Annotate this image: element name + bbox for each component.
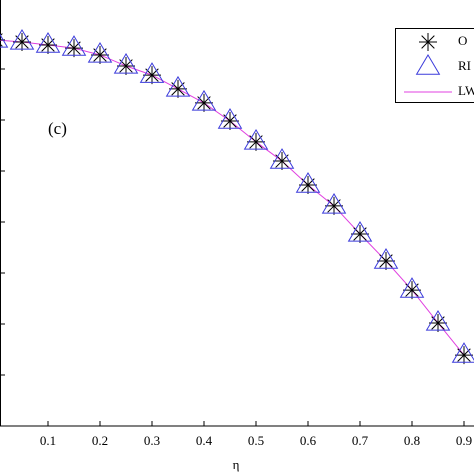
triangle-marker — [399, 277, 425, 298]
annotation: (c) — [48, 119, 67, 138]
star-marker — [39, 36, 57, 55]
x-tick-label: 0.9 — [456, 433, 472, 448]
x-tick-label: 0.7 — [352, 433, 369, 448]
legend-label: O — [458, 33, 467, 48]
star-marker — [91, 45, 109, 64]
star-marker — [299, 176, 317, 195]
star-marker — [377, 252, 395, 271]
x-tick-label: 0.8 — [404, 433, 420, 448]
triangle-marker — [451, 342, 474, 363]
series-line — [0, 39, 465, 356]
star-marker — [273, 152, 291, 171]
star-marker — [247, 132, 265, 151]
star-marker — [351, 224, 369, 243]
x-tick-label: 0.5 — [248, 433, 264, 448]
triangle-marker — [9, 28, 35, 50]
triangle-marker — [373, 248, 399, 269]
star-marker — [429, 313, 447, 332]
star-marker — [143, 66, 161, 85]
triangle-marker — [415, 54, 441, 75]
star-marker — [403, 281, 421, 300]
triangle-marker — [139, 62, 165, 83]
x-tick-label: 0.6 — [300, 433, 317, 448]
triangle-marker — [35, 32, 61, 53]
legend-label: LW — [458, 83, 474, 98]
triangle-marker — [87, 41, 113, 63]
x-tick-label: 0.1 — [40, 433, 56, 448]
triangle-marker — [295, 172, 321, 193]
star-marker — [221, 112, 239, 131]
triangle-marker — [347, 221, 373, 242]
triangle-marker — [243, 128, 269, 150]
star-marker — [455, 346, 473, 365]
triangle-marker — [425, 310, 451, 331]
triangle-marker — [321, 192, 347, 214]
star-marker — [325, 196, 343, 215]
star-marker — [13, 32, 31, 51]
star-marker — [195, 93, 213, 112]
triangle-marker — [113, 52, 139, 74]
legend-label: RI — [458, 58, 471, 73]
star-marker — [419, 33, 437, 51]
triangle-marker — [61, 35, 87, 56]
triangle-marker — [165, 75, 191, 97]
x-tick-label: 0.2 — [92, 433, 108, 448]
triangle-marker — [0, 33, 9, 48]
x-tick-label: 0.3 — [144, 433, 160, 448]
star-marker — [65, 39, 83, 58]
x-axis-label: η — [233, 457, 240, 472]
triangle-marker — [217, 108, 243, 129]
triangle-marker — [269, 148, 295, 169]
triangle-marker — [191, 89, 217, 111]
star-marker — [169, 79, 187, 98]
star-marker — [117, 56, 135, 75]
x-tick-label: 0.4 — [196, 433, 213, 448]
